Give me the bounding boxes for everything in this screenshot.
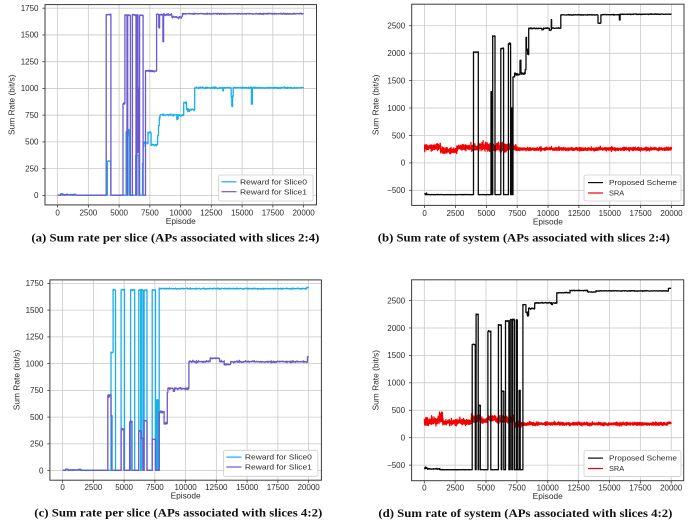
svg-text:Reward for Slice0: Reward for Slice0 <box>240 177 307 186</box>
svg-text:15000: 15000 <box>231 209 254 218</box>
svg-text:−500: −500 <box>387 461 406 470</box>
svg-text:12500: 12500 <box>205 483 228 492</box>
svg-text:20000: 20000 <box>297 483 320 492</box>
svg-text:10000: 10000 <box>169 209 192 218</box>
svg-text:500: 500 <box>30 413 44 422</box>
svg-text:1750: 1750 <box>26 279 44 288</box>
svg-text:0: 0 <box>34 191 39 200</box>
svg-text:0: 0 <box>39 466 44 475</box>
svg-text:20000: 20000 <box>660 209 683 218</box>
svg-text:2500: 2500 <box>446 483 464 492</box>
svg-text:10000: 10000 <box>537 209 560 218</box>
svg-text:15000: 15000 <box>599 209 622 218</box>
svg-text:Episode: Episode <box>533 218 563 227</box>
svg-text:5000: 5000 <box>477 483 495 492</box>
svg-text:Sum Rate (bit/s): Sum Rate (bit/s) <box>372 74 381 135</box>
svg-text:1000: 1000 <box>387 104 405 113</box>
svg-text:750: 750 <box>25 111 39 120</box>
svg-text:15000: 15000 <box>598 483 621 492</box>
svg-text:2500: 2500 <box>447 209 465 218</box>
svg-text:15000: 15000 <box>236 483 259 492</box>
svg-text:0: 0 <box>422 209 427 218</box>
svg-text:1250: 1250 <box>21 57 39 66</box>
svg-text:12500: 12500 <box>568 209 591 218</box>
svg-text:20000: 20000 <box>292 209 315 218</box>
svg-text:Proposed Scheme: Proposed Scheme <box>609 178 677 187</box>
svg-text:1000: 1000 <box>26 359 44 368</box>
svg-text:7500: 7500 <box>508 209 526 218</box>
svg-text:250: 250 <box>30 440 44 449</box>
svg-text:Episode: Episode <box>171 491 201 500</box>
svg-text:10000: 10000 <box>174 483 197 492</box>
svg-text:500: 500 <box>25 138 39 147</box>
svg-text:1500: 1500 <box>387 76 405 85</box>
svg-text:−500: −500 <box>387 186 406 195</box>
svg-text:2000: 2000 <box>387 324 405 333</box>
svg-text:1500: 1500 <box>21 31 39 40</box>
svg-text:Proposed Scheme: Proposed Scheme <box>609 454 677 463</box>
svg-text:500: 500 <box>392 406 406 415</box>
svg-text:Reward for Slice1: Reward for Slice1 <box>245 463 312 472</box>
svg-text:0: 0 <box>401 159 406 168</box>
svg-text:0: 0 <box>60 483 65 492</box>
svg-text:(d) Sum rate of system (APs as: (d) Sum rate of system (APs associated w… <box>378 508 672 520</box>
svg-text:Reward for Slice0: Reward for Slice0 <box>245 453 312 462</box>
svg-text:17500: 17500 <box>262 209 285 218</box>
svg-text:(b) Sum rate of system (APs as: (b) Sum rate of system (APs associated w… <box>378 232 670 244</box>
svg-text:2000: 2000 <box>387 49 405 58</box>
svg-text:Reward for Slice1: Reward for Slice1 <box>240 187 307 196</box>
svg-text:SRA: SRA <box>609 464 624 473</box>
svg-text:2500: 2500 <box>387 22 405 31</box>
svg-text:2500: 2500 <box>79 209 97 218</box>
svg-text:Episode: Episode <box>533 492 563 501</box>
svg-text:5000: 5000 <box>110 209 128 218</box>
svg-text:(a) Sum rate per slice (APs as: (a) Sum rate per slice (APs associated w… <box>31 232 319 244</box>
svg-text:17500: 17500 <box>629 483 652 492</box>
svg-text:0: 0 <box>55 209 60 218</box>
svg-text:1500: 1500 <box>26 306 44 315</box>
svg-text:7500: 7500 <box>508 483 526 492</box>
svg-text:Sum Rate (bit/s): Sum Rate (bit/s) <box>7 74 16 135</box>
svg-text:Sum Rate (bit/s): Sum Rate (bit/s) <box>372 350 381 411</box>
svg-text:12500: 12500 <box>200 209 223 218</box>
svg-text:SRA: SRA <box>609 189 624 198</box>
svg-text:20000: 20000 <box>660 483 683 492</box>
svg-text:1500: 1500 <box>387 351 405 360</box>
svg-text:2500: 2500 <box>387 296 405 305</box>
svg-text:Sum Rate (bit/s): Sum Rate (bit/s) <box>12 349 21 410</box>
svg-text:0: 0 <box>401 434 406 443</box>
svg-text:17500: 17500 <box>267 483 290 492</box>
svg-text:12500: 12500 <box>567 483 590 492</box>
svg-text:750: 750 <box>30 386 44 395</box>
svg-text:Episode: Episode <box>166 217 196 226</box>
svg-text:250: 250 <box>25 164 39 173</box>
svg-text:10000: 10000 <box>537 483 560 492</box>
svg-text:7500: 7500 <box>146 483 164 492</box>
svg-text:1250: 1250 <box>26 333 44 342</box>
svg-text:1000: 1000 <box>387 379 405 388</box>
svg-text:5000: 5000 <box>115 483 133 492</box>
svg-text:1750: 1750 <box>21 4 39 13</box>
svg-text:(c) Sum rate per slice (APs as: (c) Sum rate per slice (APs associated w… <box>34 508 322 520</box>
svg-text:1000: 1000 <box>21 84 39 93</box>
svg-text:7500: 7500 <box>141 209 159 218</box>
svg-text:17500: 17500 <box>630 209 653 218</box>
svg-text:2500: 2500 <box>84 483 102 492</box>
svg-text:0: 0 <box>422 483 427 492</box>
svg-text:500: 500 <box>392 131 406 140</box>
svg-text:5000: 5000 <box>477 209 495 218</box>
